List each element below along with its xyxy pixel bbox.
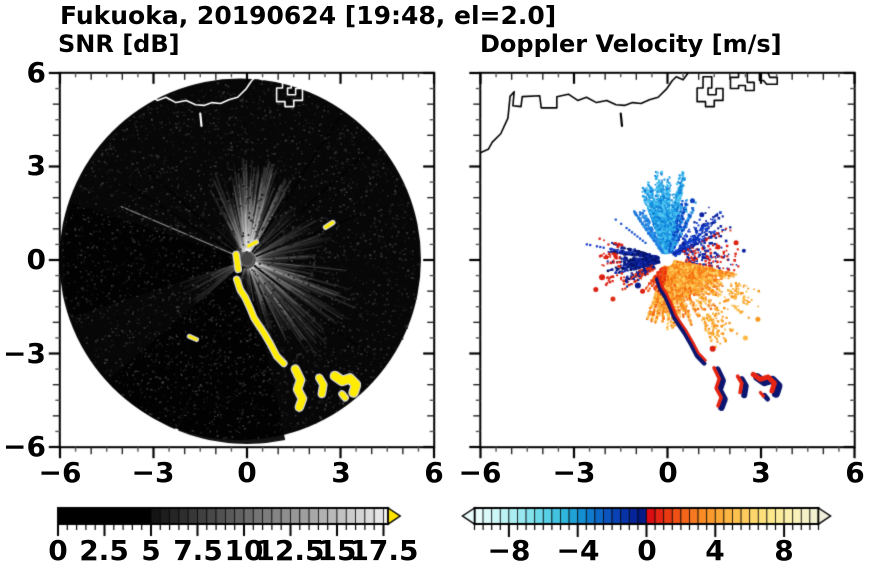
doppler-colorbar-label: −4 [556, 534, 600, 567]
x-tick-label: 6 [845, 456, 865, 489]
x-tick-label: −3 [131, 456, 175, 489]
y-tick-label: 3 [26, 148, 46, 182]
x-tick-label: 3 [751, 456, 771, 489]
snr-colorbar-label: 2.5 [79, 534, 129, 567]
snr-colorbar-label: 10 [224, 534, 264, 567]
x-tick-label: 0 [237, 456, 257, 489]
snr-colorbar-label: 5 [141, 534, 161, 567]
x-tick-label: −6 [458, 456, 502, 489]
snr-colorbar-label: 12.5 [255, 534, 325, 567]
doppler-colorbar-label: 0 [637, 534, 657, 567]
y-tick-label: 6 [26, 55, 46, 89]
figure-title: Fukuoka, 20190624 [19:48, el=2.0] [60, 1, 557, 30]
doppler-colorbar-label: −8 [487, 534, 531, 567]
snr-panel-title: SNR [dB] [58, 30, 180, 58]
y-tick-label: 0 [26, 242, 46, 276]
x-tick-label: 0 [658, 456, 678, 489]
y-tick-label: −6 [3, 429, 46, 463]
snr-colorbar-label: 0 [48, 534, 68, 567]
x-tick-label: −6 [38, 456, 82, 489]
snr-colorbar-label: 15 [317, 534, 357, 567]
x-tick-label: −3 [552, 456, 596, 489]
x-tick-label: 6 [424, 456, 444, 489]
doppler-colorbar-label: 8 [774, 534, 794, 567]
snr-colorbar-label: 7.5 [173, 534, 223, 567]
y-tick-label: −3 [3, 336, 46, 370]
doppler-panel-title: Doppler Velocity [m/s] [480, 30, 782, 58]
x-tick-label: 3 [331, 456, 351, 489]
doppler-colorbar-label: 4 [705, 534, 725, 567]
snr-colorbar-label: 17.5 [349, 534, 419, 567]
